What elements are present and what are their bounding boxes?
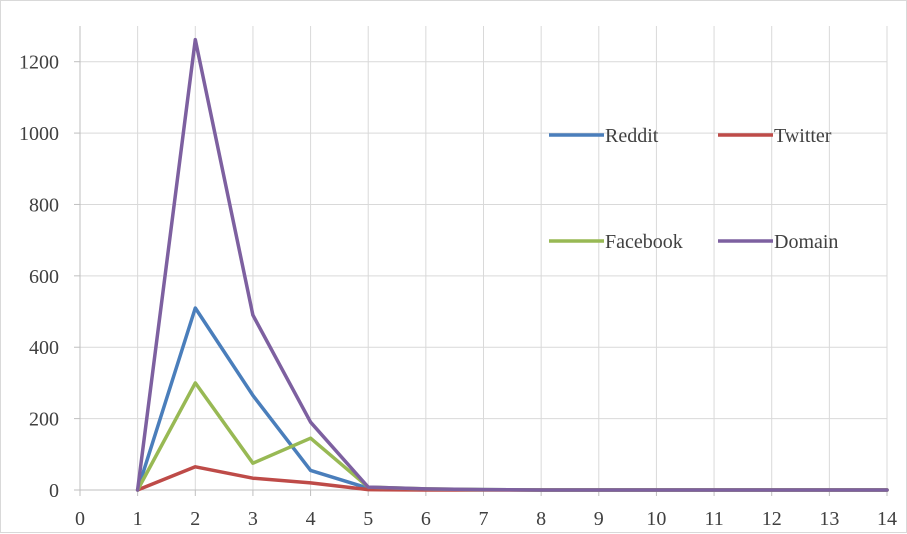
series-lines — [135, 37, 889, 492]
legend-item-domain: Domain — [718, 231, 838, 253]
series-line-reddit — [135, 306, 889, 492]
legend: Reddit Twitter Facebook Domain — [549, 125, 838, 253]
x-tick-label: 7 — [479, 508, 489, 530]
y-tick-label: 400 — [29, 337, 59, 359]
x-tick-label: 3 — [248, 508, 258, 530]
x-tick-label: 12 — [762, 508, 782, 530]
x-tick-label: 11 — [704, 508, 723, 530]
axes: 0 1 2 3 4 5 6 7 8 9 10 11 12 13 1402004006008001000120… — [19, 26, 897, 530]
y-tick-label: 800 — [29, 194, 59, 216]
x-tick-label: 13 — [819, 508, 839, 530]
x-tick-label: 4 — [306, 508, 316, 530]
gridlines — [80, 26, 888, 490]
x-tick-label: 8 — [536, 508, 546, 530]
legend-item-facebook: Facebook — [549, 231, 683, 253]
legend-label: Twitter — [774, 125, 832, 147]
legend-label: Facebook — [605, 231, 683, 253]
y-tick-label: 1000 — [19, 123, 59, 145]
y-tick-label: 1200 — [19, 52, 59, 74]
legend-label: Domain — [774, 231, 838, 253]
x-tick-label: 2 — [190, 508, 200, 530]
legend-label: Reddit — [605, 125, 659, 147]
legend-item-twitter: Twitter — [718, 125, 832, 147]
x-tick-label: 14 — [877, 508, 897, 530]
y-tick-label: 600 — [29, 266, 59, 288]
x-tick-label: 10 — [646, 508, 666, 530]
y-tick-label: 0 — [49, 480, 59, 502]
legend-item-reddit: Reddit — [549, 125, 659, 147]
x-tick-label: 9 — [594, 508, 604, 530]
x-tick-label: 0 — [75, 508, 85, 530]
series-line-twitter — [135, 465, 889, 492]
series-line-domain — [135, 37, 889, 492]
x-tick-label: 5 — [363, 508, 373, 530]
y-tick-label: 200 — [29, 409, 59, 431]
series-line-facebook — [135, 381, 889, 492]
x-tick-label: 1 — [133, 508, 143, 530]
x-tick-label: 6 — [421, 508, 431, 530]
